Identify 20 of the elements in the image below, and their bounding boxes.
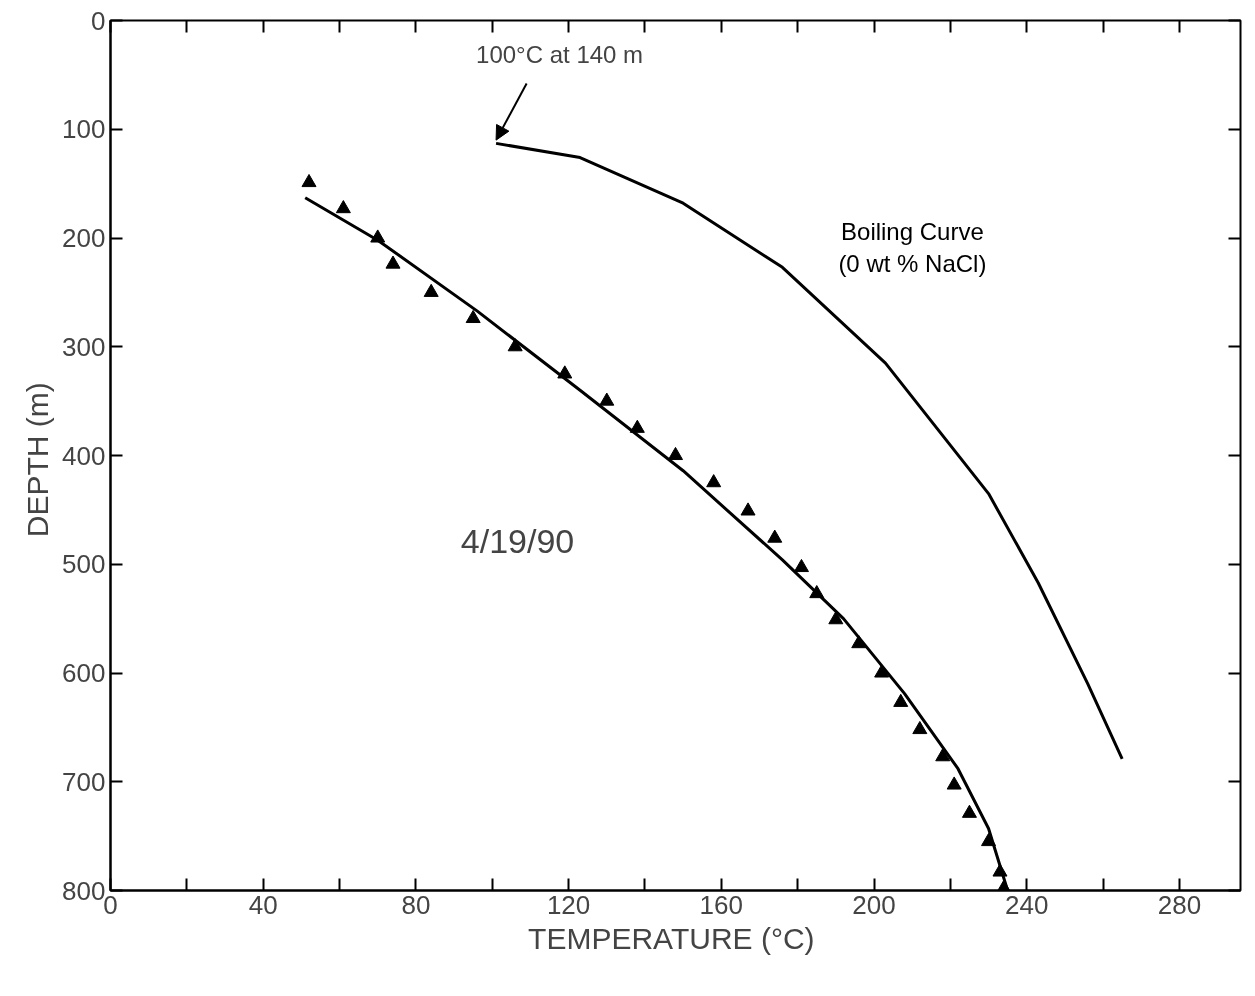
x-tick-label: 160 bbox=[699, 889, 744, 920]
x-tick-label: 40 bbox=[248, 889, 278, 920]
x-tick-label: 280 bbox=[1157, 889, 1202, 920]
x-axis-title: TEMPERATURE (°C) bbox=[528, 921, 815, 955]
x-tick-label: 200 bbox=[852, 889, 896, 920]
y-tick-label: 500 bbox=[62, 549, 106, 580]
x-tick-label: 120 bbox=[546, 889, 591, 920]
y-tick-label: 400 bbox=[62, 440, 106, 471]
y-tick-label: 600 bbox=[62, 658, 106, 688]
y-tick-label: 200 bbox=[62, 223, 106, 253]
series-label: Boiling Curve (0 wt % NaCl) bbox=[838, 217, 987, 278]
y-tick-label: 300 bbox=[62, 331, 106, 362]
y-axis-title: DEPTH (m) bbox=[21, 382, 55, 538]
x-tick-label: 80 bbox=[401, 889, 431, 920]
y-tick-label: 700 bbox=[62, 766, 106, 797]
annotation: 4/19/90 bbox=[460, 521, 575, 560]
annotation: 100°C at 140 m bbox=[476, 41, 644, 69]
y-tick-label: 0 bbox=[91, 5, 106, 36]
y-tick-label: 100 bbox=[62, 114, 106, 145]
x-tick-label: 240 bbox=[1005, 889, 1049, 920]
